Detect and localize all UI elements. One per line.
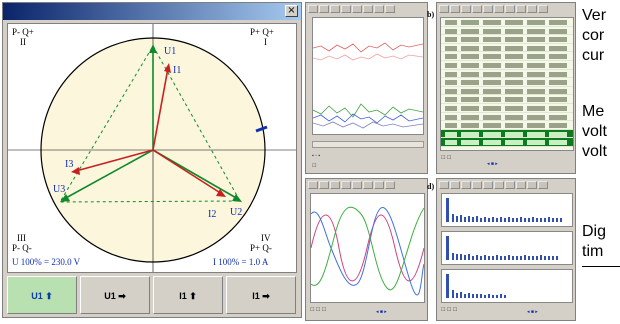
trend-toolbar [308,5,425,14]
harmonics-bars-3 [446,274,506,298]
close-icon[interactable]: × [285,5,298,17]
quadrant-i-numeral: I [264,37,267,47]
table-row-selected[interactable] [441,138,573,147]
table-toolbar [439,5,573,14]
i2-arrowhead [216,189,226,197]
label-i1: I1 [173,65,181,76]
u1-vertical-button[interactable]: U1 ⬆ [7,276,77,314]
reference-button-row: U1 ⬆ U1 ➡ I1 ⬆ I1 ➡ [7,276,297,316]
table-row[interactable] [441,35,573,44]
trend-screenshot: ▪ ▫ ▪ ☐ [305,2,428,174]
table-row[interactable] [441,61,573,70]
table-options[interactable]: ☐ ☐ [441,155,452,161]
side-text-block-1: Ver cor cur [582,6,606,66]
phasor-diagram-window: × U1 I1 U2 [2,2,302,318]
i3-phasor [75,149,154,172]
harmonics-plot-1 [441,193,573,227]
harmonics-nav-buttons[interactable]: ◂ ■ ▸ [527,309,538,315]
quadrant-iv-sign: P+ Q- [250,243,272,253]
i1-phasor [152,67,169,151]
harmonics-toolbar [439,181,573,190]
phasor-svg: U1 I1 U2 I2 I3 U3 [8,24,296,272]
label-i3: I3 [65,159,73,170]
table-screenshot: ☐ ☐ ◂ ■ ▸ [436,2,576,174]
table-row[interactable] [441,104,573,113]
window-titlebar[interactable]: × [3,3,301,20]
panel-label-d: d) [427,182,435,191]
label-u2: U2 [230,207,242,218]
table-row[interactable] [441,113,573,122]
table-row[interactable] [441,121,573,130]
quadrant-i-sign: P+ Q+ [250,27,274,37]
table-row[interactable] [441,87,573,96]
quadrant-ii-numeral: II [20,37,26,47]
quadrant-iv-numeral: IV [261,233,271,243]
reference-marker[interactable] [255,125,268,133]
voltage-scale: U 100% = 230.0 V [12,257,81,267]
side-text-line: tim [582,243,604,260]
label-i2: I2 [208,209,216,220]
trend-checkbox[interactable]: ☐ [312,163,317,169]
i3-arrowhead [71,167,80,175]
u3-arrowhead [60,194,70,202]
trend-plot [312,17,424,135]
label-u3: U3 [53,184,65,195]
u1-arrowhead [149,44,157,53]
waveform-lines [310,206,425,296]
trend-lines [312,42,424,129]
side-text-line: Ver [582,7,607,24]
table-row[interactable] [441,95,573,104]
harmonics-plot-2 [441,231,573,265]
u1-horizontal-button[interactable]: U1 ➡ [80,276,150,314]
table-nav-buttons[interactable]: ◂ ■ ▸ [487,161,498,167]
waveform-options[interactable]: ☐ ☐ ☐ [310,307,327,313]
quadrant-iii-numeral: III [17,233,26,243]
side-text-line: volt [582,123,607,140]
phasor-canvas: U1 I1 U2 I2 I3 U3 P- Q+ II P+ Q+ I III P… [7,23,297,273]
trend-controls[interactable]: ▪ ▫ ▪ [312,153,321,159]
u3-phasor [63,149,154,200]
table-row[interactable] [441,27,573,36]
harmonics-bars-2 [446,236,558,260]
harmonics-options[interactable]: ☐ ☐ ☐ [441,307,458,313]
side-text-line: Dig [582,223,607,240]
side-text-line: cor [582,27,605,44]
waveform-nav-buttons[interactable]: ◂ ■ ▸ [376,309,387,315]
side-text-line: volt [582,143,607,160]
table-row[interactable] [441,44,573,53]
harmonics-plot-3 [441,269,573,303]
quadrant-iii-sign: P- Q- [12,243,32,253]
label-u1: U1 [164,46,176,57]
table-row-selected[interactable] [441,129,573,139]
side-text-line: Me [582,103,605,120]
side-text-line: cur [582,47,605,64]
table-row[interactable] [441,52,573,61]
table-row[interactable] [441,18,573,27]
side-text-block-3: Dig tim [582,222,606,262]
current-scale: I 100% = 1.0 A [213,257,269,267]
i1-vertical-button[interactable]: I1 ⬆ [153,276,223,314]
i1-arrowhead [164,63,171,73]
i2-phasor [152,149,223,195]
waveform-toolbar [308,181,425,190]
panel-label-b: b) [427,10,435,19]
waveform-plot [310,193,425,303]
divider-line [582,266,620,267]
table-row[interactable] [441,78,573,87]
waveform-screenshot: ☐ ☐ ☐ ◂ ■ ▸ [305,178,428,321]
harmonics-screenshot: ☐ ☐ ☐ ◂ ■ ▸ [436,178,576,321]
harmonics-bars-1 [446,198,562,222]
quadrant-ii-sign: P- Q+ [12,27,34,37]
trend-scrollbar[interactable] [312,141,424,148]
side-text-block-2: Me volt volt [582,102,607,162]
i1-horizontal-button[interactable]: I1 ➡ [226,276,296,314]
table-row[interactable] [441,70,573,79]
measurement-table [440,17,574,151]
u2-arrowhead [232,194,242,202]
